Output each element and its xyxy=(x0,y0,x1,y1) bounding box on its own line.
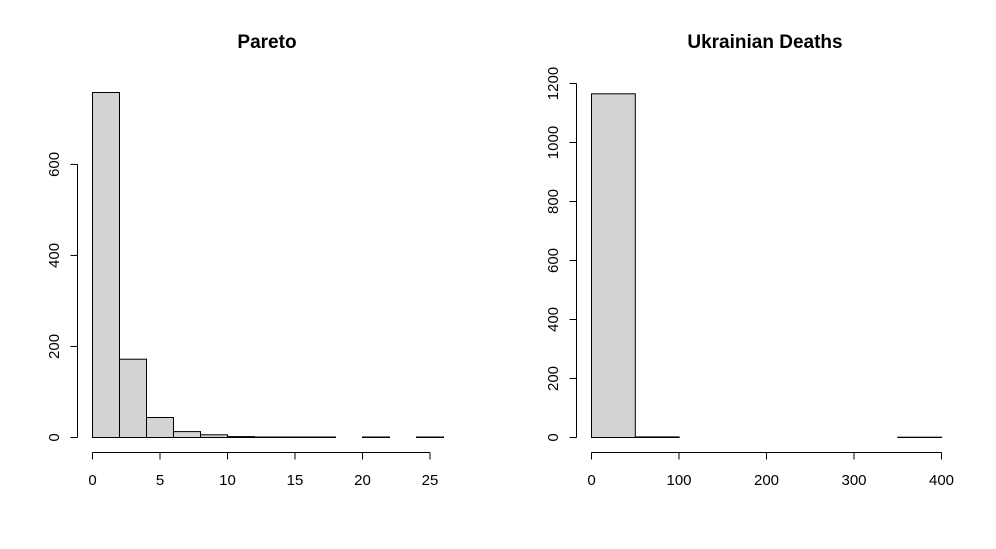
x-tick-label: 200 xyxy=(754,472,779,489)
histogram-bar xyxy=(173,431,201,439)
chart-title: Ukrainian Deaths xyxy=(687,32,842,53)
x-tick-label: 0 xyxy=(587,472,595,489)
histogram-bar xyxy=(92,92,120,438)
x-tick-label: 300 xyxy=(841,472,866,489)
x-tick-label: 400 xyxy=(929,472,954,489)
y-tick-label: 400 xyxy=(545,307,562,332)
x-tick-label: 15 xyxy=(287,472,304,489)
y-tick-label: 400 xyxy=(46,243,63,268)
histogram-bar xyxy=(119,358,147,439)
histogram-bar xyxy=(308,436,336,438)
y-tick-label: 0 xyxy=(545,433,562,441)
y-tick-label: 1000 xyxy=(545,126,562,159)
histogram-bar xyxy=(200,434,228,438)
histogram-bar xyxy=(227,436,255,439)
histogram-bar xyxy=(146,417,174,438)
x-tick-label: 10 xyxy=(219,472,236,489)
y-tick-label: 800 xyxy=(545,189,562,214)
histogram-bar xyxy=(254,436,282,438)
x-tick-label: 100 xyxy=(666,472,691,489)
histogram-bar xyxy=(634,436,680,438)
y-tick-label: 600 xyxy=(545,248,562,273)
histogram-bar xyxy=(416,436,444,438)
y-tick-label: 0 xyxy=(46,433,63,441)
histogram-bar xyxy=(591,93,636,439)
x-tick-label: 20 xyxy=(354,472,371,489)
y-tick-label: 1200 xyxy=(545,67,562,100)
histogram-bar xyxy=(362,436,390,438)
x-tick-label: 0 xyxy=(88,472,96,489)
chart-title: Pareto xyxy=(237,32,296,53)
chart-panel-pareto: Pareto 0 5 10 15 20 25 0 200 400 600 xyxy=(46,32,444,489)
chart-panel-ukrainian-deaths: Ukrainian Deaths 0 100 200 300 400 0 200 400 600… xyxy=(545,32,954,489)
y-tick-label: 200 xyxy=(46,334,63,359)
y-tick-label: 200 xyxy=(545,366,562,391)
x-tick-label: 25 xyxy=(422,472,439,489)
histogram-bar xyxy=(281,436,309,438)
y-tick-label: 600 xyxy=(46,152,63,177)
x-tick-label: 5 xyxy=(156,472,164,489)
